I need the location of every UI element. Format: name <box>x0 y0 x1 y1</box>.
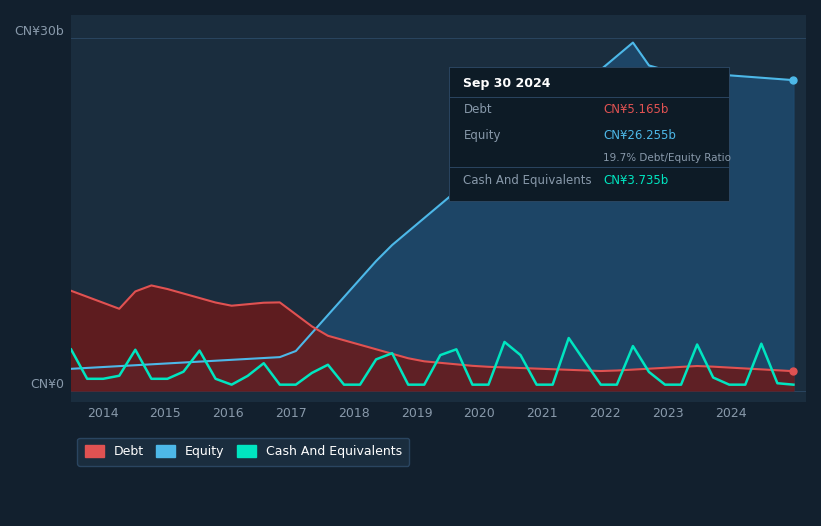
Legend: Debt, Equity, Cash And Equivalents: Debt, Equity, Cash And Equivalents <box>77 438 410 466</box>
Text: CN¥3.735b: CN¥3.735b <box>603 174 668 187</box>
Text: CN¥5.165b: CN¥5.165b <box>603 103 669 116</box>
Text: Cash And Equivalents: Cash And Equivalents <box>463 174 592 187</box>
Text: Equity: Equity <box>463 129 501 141</box>
Text: Debt: Debt <box>463 103 492 116</box>
Text: Sep 30 2024: Sep 30 2024 <box>463 76 551 89</box>
Text: CN¥0: CN¥0 <box>30 378 64 390</box>
Text: 19.7% Debt/Equity Ratio: 19.7% Debt/Equity Ratio <box>603 153 732 163</box>
Text: CN¥26.255b: CN¥26.255b <box>603 129 677 141</box>
Text: CN¥30b: CN¥30b <box>14 25 64 38</box>
